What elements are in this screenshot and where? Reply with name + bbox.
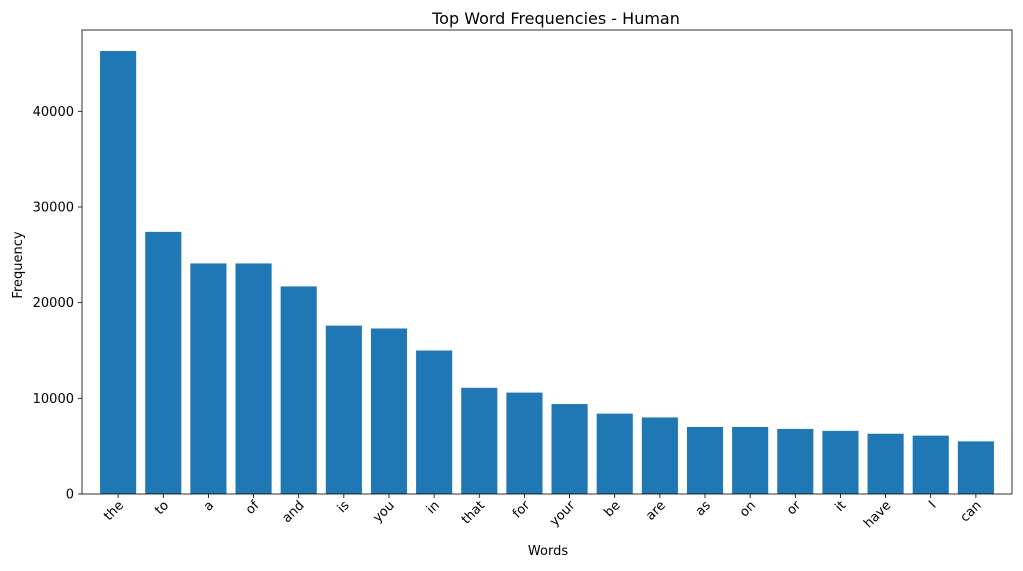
bar-I bbox=[912, 435, 949, 494]
bar-in bbox=[416, 350, 453, 494]
x-tick-label-a: a bbox=[201, 498, 217, 514]
x-tick-label-on: on bbox=[737, 498, 759, 520]
bar-of bbox=[235, 263, 272, 494]
plot-area: 0 10000 20000 30000 40000 the to a of and is you in t… bbox=[33, 29, 1013, 531]
y-tick-label: 20000 bbox=[33, 296, 74, 311]
x-tick-label-it: it bbox=[833, 498, 850, 515]
bar-for bbox=[506, 392, 543, 494]
x-tick-label-you: you bbox=[370, 498, 397, 525]
x-axis-label: Words bbox=[528, 544, 568, 559]
plot-frame bbox=[81, 29, 1013, 495]
x-tick-label-in: in bbox=[424, 498, 443, 517]
bar-your bbox=[551, 404, 588, 494]
x-tick-label-for: for bbox=[510, 498, 534, 522]
x-tick-label-and: and bbox=[280, 498, 308, 526]
x-tick-label-be: be bbox=[601, 498, 623, 520]
x-tick-label-can: can bbox=[958, 498, 985, 525]
x-tick-label-have: have bbox=[861, 498, 894, 531]
bar-the bbox=[100, 51, 137, 495]
bar-you bbox=[370, 328, 408, 494]
y-tick-label: 30000 bbox=[33, 200, 74, 215]
bar-have bbox=[867, 433, 904, 494]
bar-is bbox=[325, 325, 362, 494]
y-axis-label: Frequency bbox=[11, 231, 26, 298]
x-tick-label-are: are bbox=[643, 498, 668, 523]
y-tick-label: 10000 bbox=[33, 392, 74, 407]
bar-a bbox=[190, 263, 227, 494]
bar-it bbox=[822, 430, 859, 494]
x-tick-label-that: that bbox=[459, 498, 488, 527]
bar-to bbox=[145, 231, 182, 495]
x-tick-label-I: I bbox=[926, 498, 939, 511]
bar-as bbox=[686, 427, 724, 494]
bar-or bbox=[777, 428, 814, 494]
bar-can bbox=[957, 441, 994, 494]
x-tick-label-or: or bbox=[784, 498, 804, 518]
x-tick-label-is: is bbox=[335, 498, 353, 516]
bar-on bbox=[732, 427, 769, 494]
bar-are bbox=[641, 417, 678, 494]
bar-that bbox=[461, 387, 498, 494]
bar-and bbox=[280, 286, 317, 494]
x-tick-label-your: your bbox=[547, 498, 579, 530]
y-tick-label: 0 bbox=[66, 488, 74, 503]
bar-be bbox=[596, 413, 633, 494]
x-tick-label-the: the bbox=[101, 498, 127, 524]
y-tick-label: 40000 bbox=[33, 105, 74, 120]
x-tick-label-as: as bbox=[693, 498, 714, 519]
x-tick-label-of: of bbox=[243, 498, 263, 518]
chart-title: Top Word Frequencies - Human bbox=[431, 9, 680, 28]
x-tick-label-to: to bbox=[152, 498, 172, 518]
